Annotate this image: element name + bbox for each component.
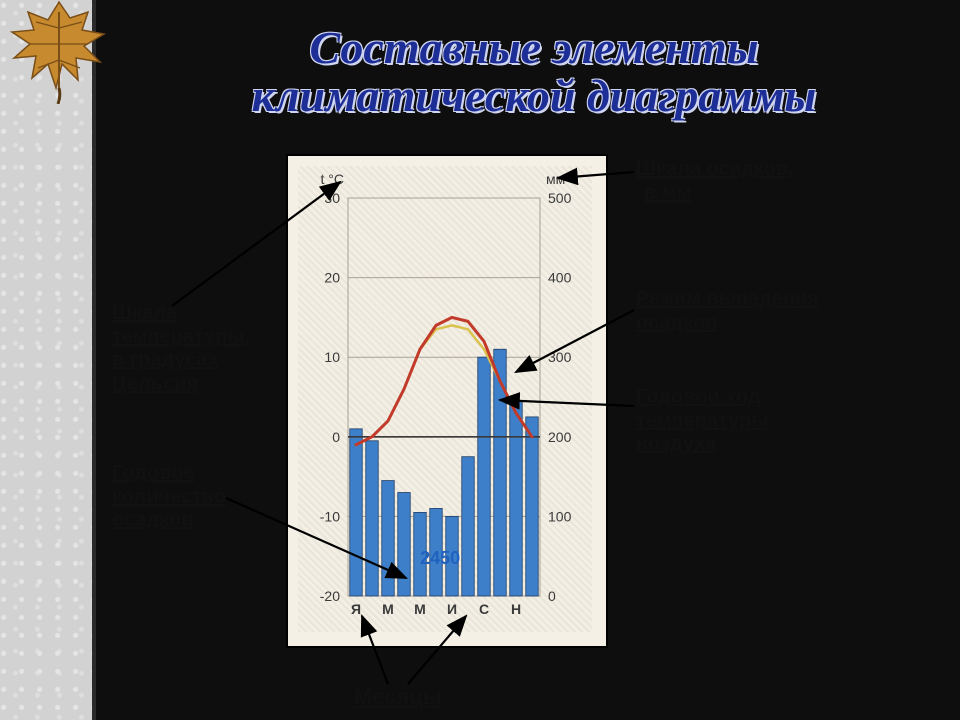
label-temperature-curve: Годовой ходтемпературывоздуха — [636, 386, 876, 457]
label-precip-regime: Режим выпаденияосадков — [636, 288, 896, 335]
title-line-1: Составные элементы — [148, 24, 920, 72]
label-annual-precip: Годовоеколичествоосадков — [112, 462, 282, 533]
title-line-2: климатической диаграммы — [148, 72, 920, 120]
label-temperature-scale: Шкалатемпературы,в градусахЦельсия — [112, 302, 282, 396]
label-months: Месяцы — [354, 684, 442, 710]
slide-title: Составные элементы климатической диаграм… — [148, 24, 920, 121]
label-precip-scale-unit: в мм — [644, 182, 864, 206]
label-precip-scale: Шкала осадков, — [636, 158, 886, 182]
chart-paper-background — [298, 166, 592, 632]
autumn-leaf-icon — [4, 0, 114, 104]
